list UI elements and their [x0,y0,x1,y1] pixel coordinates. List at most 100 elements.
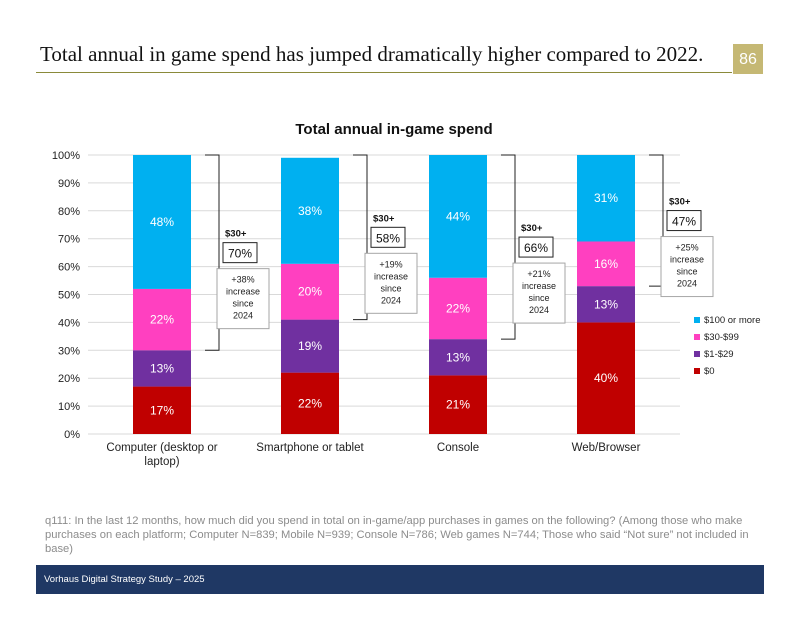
y-tick-label: 100% [52,150,80,162]
page-number: 86 [733,44,763,74]
data-label: 38% [298,204,322,218]
annotation-note: 2024 [381,295,401,305]
legend-swatch [694,351,700,357]
bracket [649,154,664,287]
bar-segment [577,241,635,287]
annotation-label: $30+ [521,223,543,234]
bar-segment [133,386,191,434]
annotation-note: 2024 [677,279,697,289]
annotation-note: since [380,283,401,293]
annotation-note: 2024 [233,311,253,321]
bar-segment [133,350,191,387]
bar-segment [429,375,487,434]
annotation-note: since [676,267,697,277]
annotation-note: increase [374,271,408,281]
data-label: 21% [446,398,470,412]
data-label: 44% [446,209,470,223]
annotation-note-box [512,262,566,324]
title-divider [36,72,732,73]
annotation-note: increase [522,281,556,291]
y-tick-label: 90% [58,178,80,190]
bar-segment [577,286,635,323]
bar-segment [281,263,339,320]
data-label: 13% [446,350,470,364]
data-label: 19% [298,339,322,353]
bar-segment [429,339,487,376]
annotation-value-box [370,226,406,248]
annotation-label: $30+ [373,213,395,224]
y-tick-label: 50% [58,290,80,302]
data-label: 22% [150,313,174,327]
annotation-note: increase [226,287,260,297]
annotation-note: since [232,299,253,309]
bar-segment [429,277,487,340]
data-label: 48% [150,215,174,229]
data-label: 22% [446,301,470,315]
bar-segment [281,372,339,434]
bar-segment [281,319,339,373]
annotation-note: +25% [675,243,698,253]
legend-label: $30-$99 [704,332,739,343]
bar-segment [133,288,191,351]
data-label: 20% [298,285,322,299]
annotation-label: $30+ [669,197,691,208]
y-tick-label: 30% [58,345,80,357]
data-label: 13% [150,361,174,375]
chart-title: Total annual in-game spend [295,121,492,138]
bracket [205,154,220,351]
annotation-value-box [666,210,702,232]
annotation-note-box [216,268,270,330]
annotation-note: +19% [379,259,402,269]
bar-segment [577,155,635,242]
annotation-value: 58% [376,231,400,245]
annotation-note-box [364,252,418,314]
data-label: 16% [594,257,618,271]
x-tick-label: Smartphone or tablet [256,442,364,454]
bracket [353,154,368,321]
y-tick-label: 10% [58,401,80,413]
x-tick-label: Web/Browser [572,442,641,454]
y-tick-label: 70% [58,234,80,246]
legend-swatch [694,317,700,323]
x-tick-label: laptop) [144,456,179,468]
bar-segment [577,322,635,434]
annotation-label: $30+ [225,229,247,240]
annotation-note: increase [670,255,704,265]
annotation-value: 66% [524,241,548,255]
y-tick-label: 60% [58,262,80,274]
x-tick-label: Computer (desktop or [106,442,217,454]
legend-swatch [694,368,700,374]
y-tick-label: 80% [58,206,80,218]
data-label: 17% [150,403,174,417]
annotation-note: +21% [527,269,550,279]
y-tick-label: 0% [64,429,80,441]
data-label: 31% [594,191,618,205]
legend-label: $1-$29 [704,349,734,360]
bar-segment [281,157,339,264]
annotation-value: 70% [228,247,252,261]
annotation-value: 47% [672,215,696,229]
data-label: 22% [298,396,322,410]
annotation-note-box [660,236,714,298]
legend-swatch [694,334,700,340]
bar-segment [429,155,487,278]
footer-bar: Vorhaus Digital Strategy Study – 2025 [36,565,764,594]
data-label: 13% [594,297,618,311]
legend-label: $0 [704,366,715,377]
y-tick-label: 20% [58,373,80,385]
annotation-note: since [528,293,549,303]
bar-segment [133,155,191,289]
legend-label: $100 or more [704,315,761,326]
annotation-value-box [518,236,554,258]
x-tick-label: Console [437,442,479,454]
annotation-note: 2024 [529,305,549,315]
page-title: Total annual in game spend has jumped dr… [40,42,704,66]
footnote: q111: In the last 12 months, how much di… [45,515,749,555]
data-label: 40% [594,371,618,385]
y-tick-label: 40% [58,317,80,329]
bracket [501,154,516,340]
annotation-note: +38% [231,275,254,285]
annotation-value-box [222,242,258,264]
footer-text: Vorhaus Digital Strategy Study – 2025 [44,574,205,585]
